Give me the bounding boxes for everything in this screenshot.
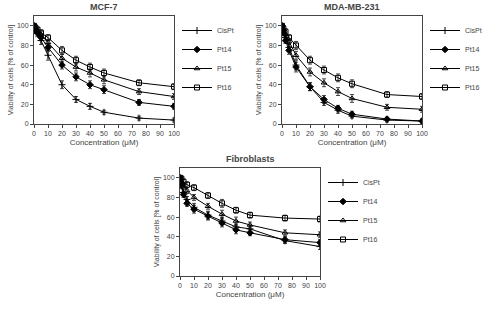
svg-text:30: 30	[320, 130, 328, 137]
svg-text:Pt15: Pt15	[363, 217, 378, 224]
svg-text:60: 60	[167, 214, 175, 221]
svg-text:CisPt: CisPt	[217, 27, 234, 34]
svg-text:0: 0	[32, 130, 36, 137]
svg-text:80: 80	[167, 194, 175, 201]
svg-text:20: 20	[58, 130, 66, 137]
svg-text:100: 100	[163, 174, 175, 181]
svg-text:100: 100	[314, 282, 326, 289]
svg-text:40: 40	[334, 130, 342, 137]
svg-text:40: 40	[21, 81, 29, 88]
svg-text:60: 60	[362, 130, 370, 137]
svg-text:90: 90	[404, 130, 412, 137]
svg-text:90: 90	[302, 282, 310, 289]
svg-text:10: 10	[190, 282, 198, 289]
svg-text:MDA-MB-231: MDA-MB-231	[324, 2, 380, 12]
svg-text:60: 60	[269, 62, 277, 69]
svg-text:MCF-7: MCF-7	[90, 2, 118, 12]
svg-text:70: 70	[376, 130, 384, 137]
svg-text:20: 20	[306, 130, 314, 137]
svg-text:Pt16: Pt16	[217, 84, 232, 91]
svg-text:10: 10	[292, 130, 300, 137]
svg-text:CisPt: CisPt	[363, 179, 380, 186]
svg-text:40: 40	[269, 81, 277, 88]
svg-text:0: 0	[273, 120, 277, 127]
svg-text:80: 80	[269, 42, 277, 49]
svg-text:0: 0	[280, 130, 284, 137]
svg-text:100: 100	[265, 22, 277, 29]
svg-text:Pt14: Pt14	[363, 198, 378, 205]
svg-text:CisPt: CisPt	[465, 27, 482, 34]
svg-text:Pt15: Pt15	[465, 65, 480, 72]
svg-text:40: 40	[167, 233, 175, 240]
svg-text:100: 100	[168, 130, 180, 137]
svg-text:20: 20	[269, 101, 277, 108]
svg-text:60: 60	[114, 130, 122, 137]
svg-text:0: 0	[171, 272, 175, 279]
svg-text:Concentration (μM): Concentration (μM)	[216, 290, 285, 299]
svg-text:Pt14: Pt14	[217, 46, 232, 53]
svg-text:50: 50	[100, 130, 108, 137]
svg-text:90: 90	[156, 130, 164, 137]
svg-text:20: 20	[204, 282, 212, 289]
svg-text:Pt14: Pt14	[465, 46, 480, 53]
svg-text:60: 60	[260, 282, 268, 289]
svg-text:0: 0	[25, 120, 29, 127]
svg-text:Concentration (μM): Concentration (μM)	[318, 138, 387, 147]
svg-text:10: 10	[44, 130, 52, 137]
svg-text:Pt16: Pt16	[363, 236, 378, 243]
svg-text:Viability of cells [% of contr: Viability of cells [% of control]	[153, 177, 161, 268]
svg-text:80: 80	[390, 130, 398, 137]
svg-text:30: 30	[72, 130, 80, 137]
svg-text:0: 0	[178, 282, 182, 289]
svg-text:20: 20	[21, 101, 29, 108]
svg-text:Concentration (μM): Concentration (μM)	[70, 138, 139, 147]
svg-text:40: 40	[232, 282, 240, 289]
svg-text:80: 80	[288, 282, 296, 289]
svg-text:50: 50	[246, 282, 254, 289]
svg-text:100: 100	[17, 22, 29, 29]
svg-text:20: 20	[167, 253, 175, 260]
svg-text:80: 80	[21, 42, 29, 49]
svg-text:50: 50	[348, 130, 356, 137]
svg-text:Pt15: Pt15	[217, 65, 232, 72]
svg-text:100: 100	[416, 130, 428, 137]
svg-text:Pt16: Pt16	[465, 84, 480, 91]
svg-text:60: 60	[21, 62, 29, 69]
svg-text:30: 30	[218, 282, 226, 289]
svg-text:Viability of cells [% of contr: Viability of cells [% of control]	[255, 25, 263, 116]
svg-text:40: 40	[86, 130, 94, 137]
svg-text:70: 70	[274, 282, 282, 289]
svg-text:70: 70	[128, 130, 136, 137]
svg-text:Fibroblasts: Fibroblasts	[226, 154, 275, 164]
svg-text:Viability of cells [% of contr: Viability of cells [% of control]	[7, 25, 15, 116]
svg-text:80: 80	[142, 130, 150, 137]
